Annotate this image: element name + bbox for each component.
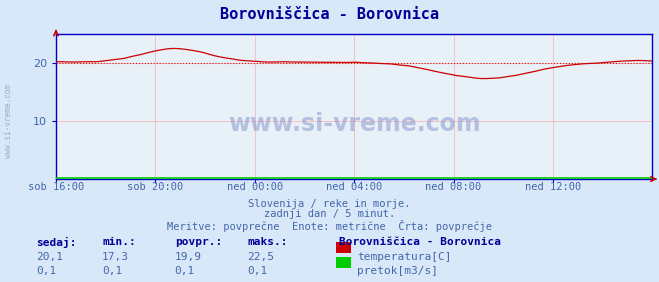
Text: min.:: min.:: [102, 237, 136, 247]
Text: ned 00:00: ned 00:00: [227, 182, 283, 192]
Text: maks.:: maks.:: [247, 237, 287, 247]
Text: 0,1: 0,1: [102, 266, 123, 276]
Text: 0,1: 0,1: [36, 266, 57, 276]
Text: zadnji dan / 5 minut.: zadnji dan / 5 minut.: [264, 209, 395, 219]
Text: ned 08:00: ned 08:00: [426, 182, 482, 192]
Text: Borovniščica - Borovnica: Borovniščica - Borovnica: [220, 7, 439, 22]
Text: pretok[m3/s]: pretok[m3/s]: [357, 266, 438, 276]
Text: Borovniščica - Borovnica: Borovniščica - Borovnica: [339, 237, 501, 247]
Text: sob 20:00: sob 20:00: [127, 182, 184, 192]
Text: ned 04:00: ned 04:00: [326, 182, 382, 192]
Text: temperatura[C]: temperatura[C]: [357, 252, 451, 261]
Text: 22,5: 22,5: [247, 252, 274, 261]
Text: povpr.:: povpr.:: [175, 237, 222, 247]
Text: www.si-vreme.com: www.si-vreme.com: [228, 112, 480, 136]
Text: www.si-vreme.com: www.si-vreme.com: [4, 84, 13, 158]
Text: 0,1: 0,1: [247, 266, 268, 276]
Text: ned 12:00: ned 12:00: [525, 182, 581, 192]
Text: sob 16:00: sob 16:00: [28, 182, 84, 192]
Text: 0,1: 0,1: [175, 266, 195, 276]
Text: 17,3: 17,3: [102, 252, 129, 261]
Text: 19,9: 19,9: [175, 252, 202, 261]
Text: 20,1: 20,1: [36, 252, 63, 261]
Text: sedaj:: sedaj:: [36, 237, 76, 248]
Text: Meritve: povprečne  Enote: metrične  Črta: povprečje: Meritve: povprečne Enote: metrične Črta:…: [167, 220, 492, 232]
Text: Slovenija / reke in morje.: Slovenija / reke in morje.: [248, 199, 411, 209]
